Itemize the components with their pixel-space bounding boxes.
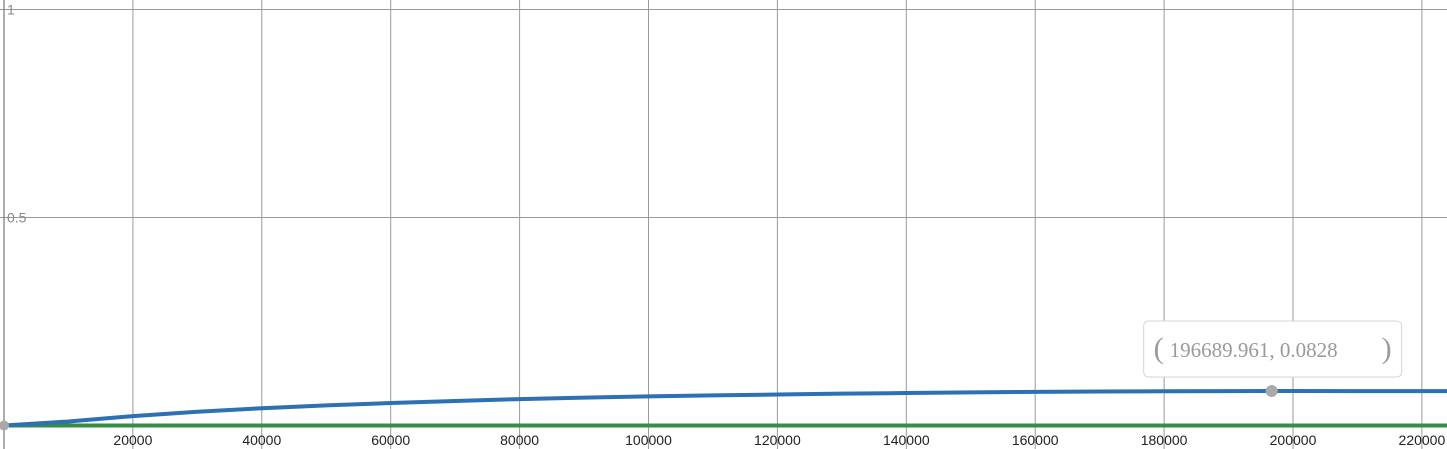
x-tick-label: 60000 [371,432,410,448]
x-tick-label: 200000 [1270,432,1317,448]
x-tick-label: 120000 [754,432,801,448]
x-tick-label: 80000 [500,432,539,448]
x-tick-label: 180000 [1141,432,1188,448]
tooltip-box [1143,320,1403,378]
point-tooltip: (196689.961, 0.0828) [1143,320,1403,378]
x-tick-label: 220000 [1399,432,1446,448]
markers [0,385,1278,431]
x-tick-label: 20000 [113,432,152,448]
series-line-0 [2,389,1447,428]
x-tick-label: 40000 [242,432,281,448]
highlighted-point[interactable] [1265,385,1278,398]
y-tick-label: 1 [7,2,15,18]
tooltip-coordinates: 196689.961, 0.0828 [1170,338,1338,362]
x-tick-label: 160000 [1012,432,1059,448]
series [2,389,1447,428]
x-tick-label: 140000 [883,432,930,448]
origin-point[interactable] [0,420,9,431]
tooltip-close-paren: ) [1382,332,1392,365]
tick-labels: 20000 40000 60000 80000 100000 120000 140000 16… [7,2,1445,449]
x-tick-label: 100000 [625,432,672,448]
y-tick-label: 0.5 [7,210,27,226]
tooltip-open-paren: ( [1154,332,1164,365]
